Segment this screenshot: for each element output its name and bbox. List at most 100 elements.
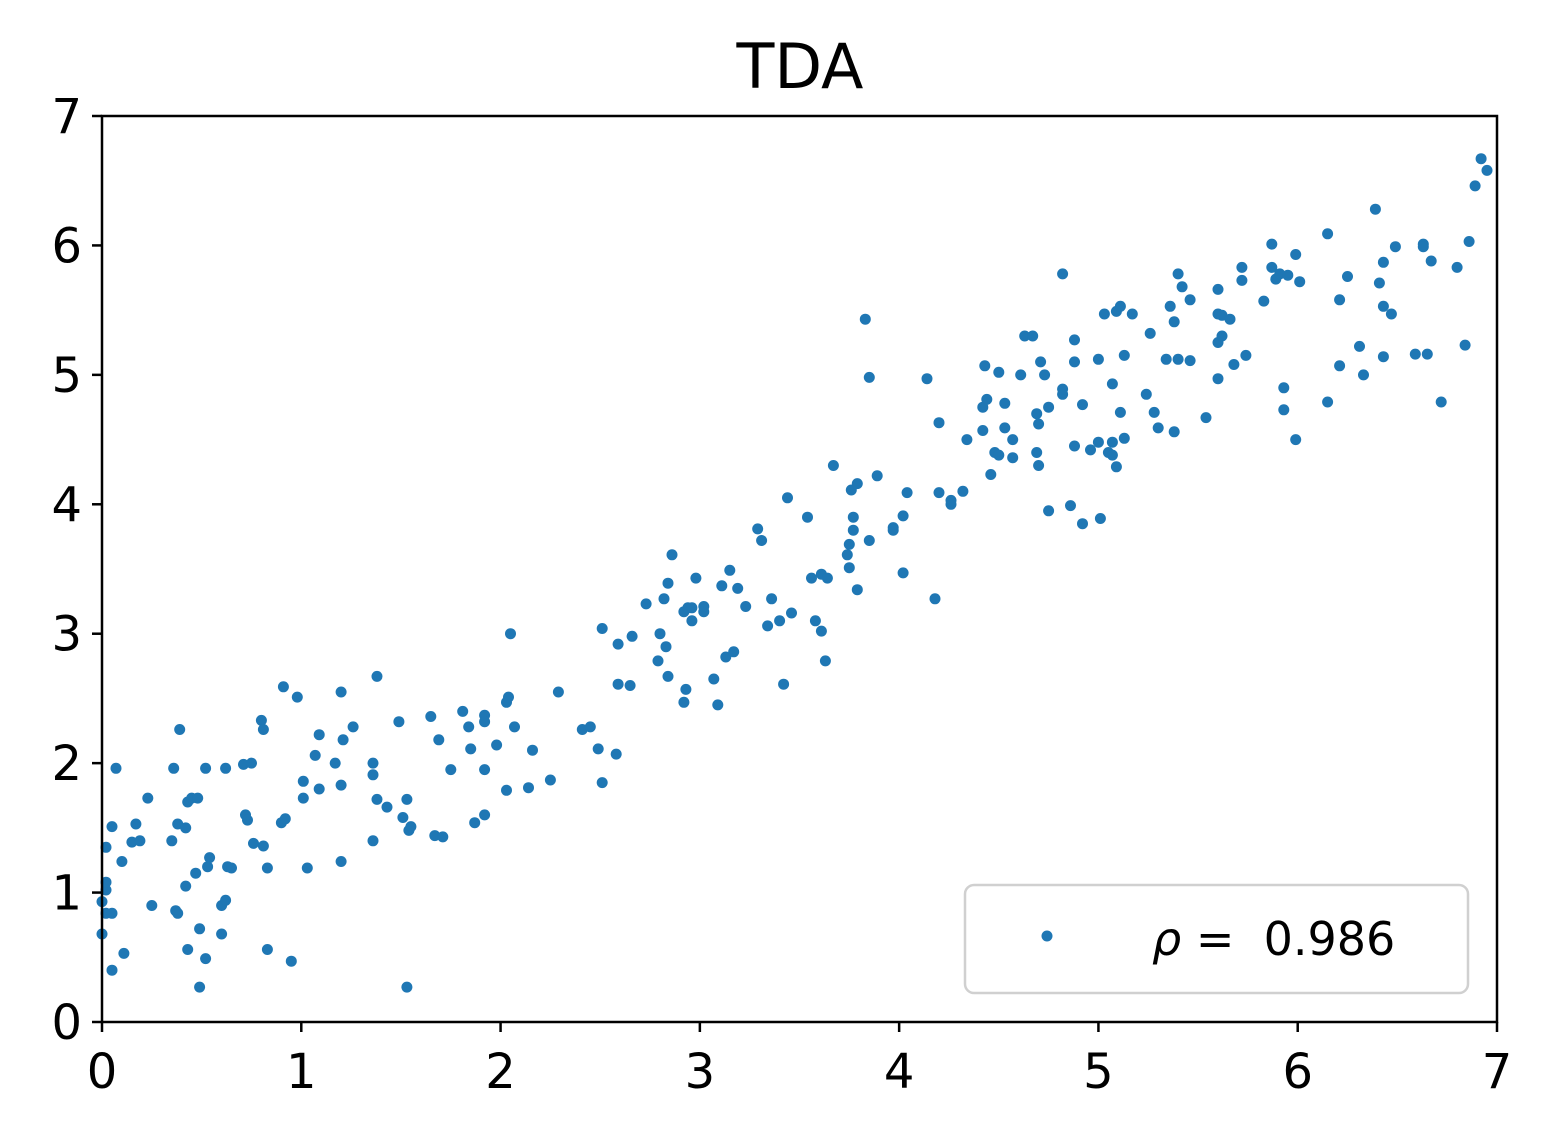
data-point (1459, 339, 1471, 351)
data-point (863, 535, 875, 546)
data-point (463, 721, 475, 733)
data-point (658, 593, 670, 605)
y-tick-label: 2 (51, 736, 82, 792)
data-point (1027, 330, 1039, 342)
data-point (527, 744, 538, 756)
data-point (257, 840, 269, 852)
data-point (654, 628, 666, 640)
data-point (584, 721, 596, 733)
data-point (686, 615, 698, 627)
data-point (1236, 274, 1248, 286)
data-point (843, 538, 855, 550)
data-point (1290, 434, 1302, 446)
data-point (740, 601, 752, 612)
data-point (1069, 440, 1080, 452)
data-point (261, 862, 273, 874)
data-point (1417, 241, 1429, 253)
data-point (847, 511, 859, 523)
data-point (1278, 382, 1290, 394)
data-point (752, 523, 764, 535)
data-point (1114, 300, 1126, 312)
data-point (1035, 356, 1047, 368)
data-point (1224, 313, 1236, 325)
data-point (457, 705, 469, 717)
data-point (479, 716, 491, 728)
y-tick-label: 0 (51, 995, 82, 1051)
data-point (1236, 261, 1248, 273)
data-point (297, 775, 309, 787)
data-point (1200, 412, 1212, 424)
x-tick-label: 0 (87, 1044, 118, 1100)
data-point (1475, 153, 1487, 165)
data-point (523, 782, 534, 794)
x-tick-label: 7 (1482, 1044, 1513, 1100)
data-point (172, 907, 184, 919)
data-point (1342, 271, 1353, 282)
data-point (596, 623, 608, 634)
data-point (1389, 241, 1401, 253)
data-point (1077, 399, 1088, 411)
data-point (819, 655, 831, 667)
data-point (1085, 444, 1096, 456)
data-point (1184, 355, 1196, 367)
data-point (445, 764, 457, 776)
data-point (1228, 359, 1240, 370)
data-point (479, 764, 491, 776)
chart-title: TDA (736, 30, 864, 103)
data-point (1385, 308, 1397, 320)
data-point (1334, 360, 1346, 372)
data-point (778, 678, 790, 690)
data-point (999, 397, 1011, 409)
data-point (277, 681, 289, 693)
data-point (1106, 449, 1118, 461)
data-point (106, 821, 118, 833)
x-axis: 0 1 2 3 4 5 6 7 (87, 1022, 1513, 1100)
data-point (815, 625, 827, 637)
data-point (720, 651, 732, 663)
data-point (216, 928, 228, 940)
data-point (437, 831, 449, 843)
data-point (592, 743, 604, 755)
data-point (220, 894, 232, 906)
data-point (347, 721, 359, 733)
legend-marker (1041, 930, 1053, 942)
data-point (1334, 294, 1346, 306)
data-point (662, 577, 674, 589)
data-point (610, 748, 622, 760)
data-point (248, 837, 259, 849)
legend: ρ = 0.986 (963, 883, 1470, 995)
data-point (1118, 432, 1130, 444)
data-point (640, 598, 652, 610)
data-point (1118, 349, 1130, 361)
data-point (712, 699, 724, 711)
data-point (405, 821, 417, 833)
data-point (1106, 378, 1118, 390)
y-tick-label: 3 (51, 607, 82, 663)
data-point (1057, 383, 1069, 395)
data-point (465, 743, 477, 755)
y-tick-label: 7 (51, 89, 82, 145)
data-point (1144, 327, 1156, 339)
data-point (285, 955, 297, 967)
data-point (756, 535, 768, 546)
data-point (1039, 369, 1051, 381)
data-point (766, 593, 778, 605)
y-tick-label: 5 (51, 348, 82, 404)
data-point (335, 686, 347, 698)
data-point (1164, 300, 1176, 312)
data-point (313, 729, 325, 741)
data-point (1266, 238, 1278, 250)
data-point (843, 562, 855, 574)
y-tick-label: 4 (51, 477, 82, 533)
plot-frame (100, 114, 1499, 1024)
data-point (1373, 277, 1385, 289)
data-point (1160, 353, 1172, 365)
data-point (479, 809, 491, 821)
data-point (897, 510, 909, 522)
x-tick-label: 4 (884, 1044, 915, 1100)
data-point (1421, 348, 1433, 360)
data-point (1057, 268, 1069, 280)
data-point (371, 670, 383, 682)
data-point (491, 739, 503, 751)
data-point (851, 478, 863, 490)
